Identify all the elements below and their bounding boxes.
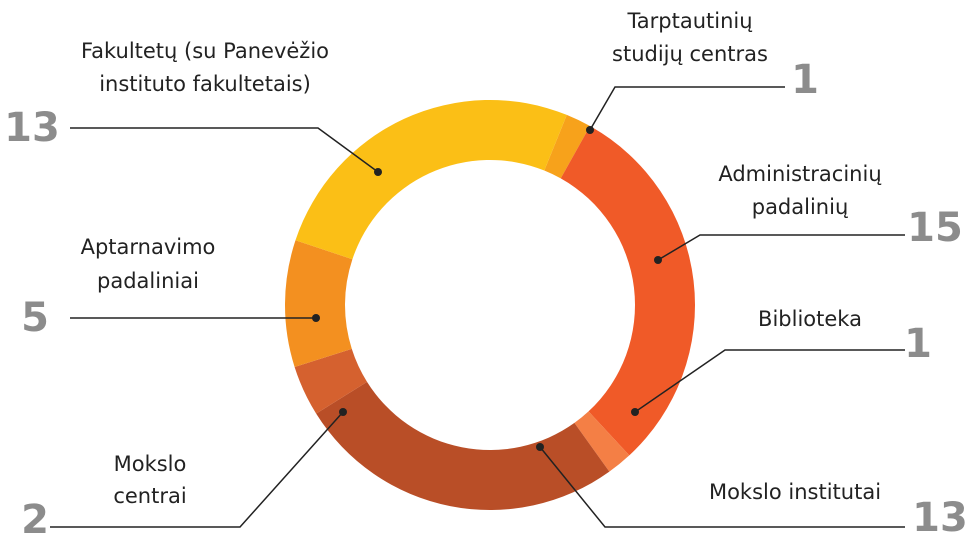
value-label: 15 [907, 205, 963, 251]
value-label: 13 [4, 105, 60, 151]
leader-line [634, 349, 905, 413]
leader-dot [654, 256, 662, 264]
donut-segment [295, 99, 567, 260]
leader-dot [536, 443, 544, 451]
leader-dot [374, 168, 382, 176]
donut-segment [544, 114, 591, 179]
leader-line [50, 411, 344, 528]
category-label: Mokslo institutai [709, 480, 881, 504]
category-label: centrai [113, 484, 186, 508]
value-label: 13 [912, 495, 966, 541]
value-label: 2 [21, 497, 49, 543]
donut-segment [294, 348, 368, 414]
category-label: padaliniai [97, 269, 199, 293]
value-label: 1 [904, 321, 932, 367]
leader-line [589, 86, 785, 131]
category-label: Tarptautinių [626, 9, 752, 33]
category-label: instituto fakultetais) [99, 72, 311, 96]
leader-line [70, 127, 379, 173]
leader-dot [631, 408, 639, 416]
leader-dot [339, 408, 347, 416]
value-label: 1 [791, 57, 819, 103]
donut-segment [560, 126, 696, 456]
value-label: 5 [21, 295, 49, 341]
category-label: Administracinių [718, 162, 881, 186]
category-label: studijų centras [612, 42, 768, 66]
category-label: padalinių [752, 195, 849, 219]
category-label: Aptarnavimo [81, 235, 216, 259]
leader-line [539, 446, 905, 528]
category-label: Biblioteka [758, 307, 862, 331]
category-label: Fakultetų (su Panevėžio [81, 39, 329, 63]
donut-segment [316, 381, 610, 510]
leader-dot [586, 126, 594, 134]
category-label: Mokslo [114, 452, 187, 476]
donut-segment [574, 411, 630, 472]
leader-dot [312, 314, 320, 322]
leader-line [657, 234, 905, 261]
donut-segment [285, 240, 353, 367]
